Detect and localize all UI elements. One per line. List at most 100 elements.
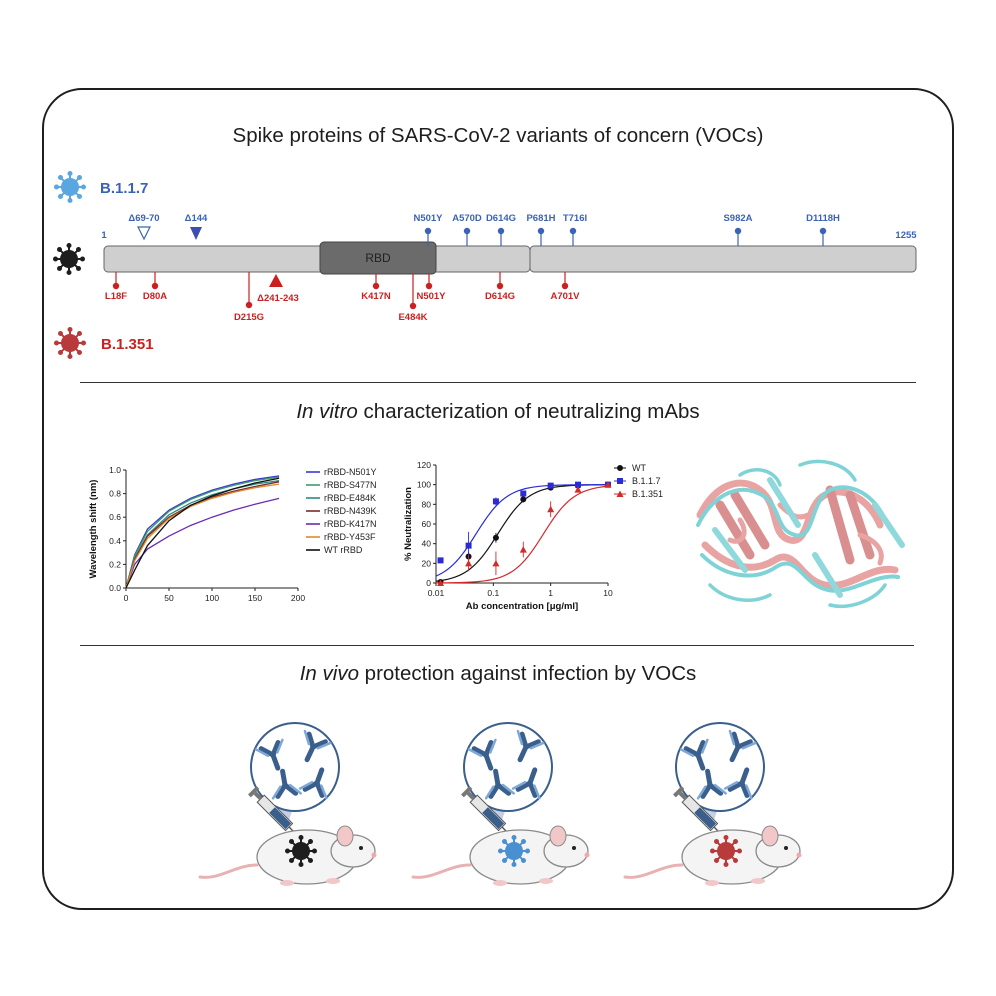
figure-frame	[42, 88, 954, 910]
data-point	[492, 498, 499, 505]
data-point	[617, 478, 623, 484]
data-point	[616, 490, 624, 497]
series-line	[125, 476, 280, 589]
data-point	[547, 482, 554, 489]
invitro-title-rest: characterization of neutralizing mAbs	[357, 400, 700, 423]
svg-text:L18F: L18F	[105, 291, 127, 302]
y-tick-label: 1.0	[109, 465, 121, 475]
spike-s1-bar	[103, 245, 531, 273]
y-tick-label: 0.6	[109, 512, 121, 522]
legend-label: rRBD-Y453F	[324, 532, 376, 542]
svg-text:D614G: D614G	[486, 213, 516, 224]
x-tick-label: 0.01	[428, 588, 445, 598]
mouse-b117	[413, 723, 590, 886]
mouse-illustrations	[0, 700, 996, 890]
svg-text:D614G: D614G	[485, 291, 515, 302]
y-tick-label: 100	[417, 480, 431, 490]
antibody-structure-image	[696, 459, 905, 608]
mutation-t716i: T716I	[563, 213, 587, 246]
data-point	[492, 559, 500, 567]
mutation-del241-243: Δ241-243	[257, 274, 299, 304]
svg-text:A701V: A701V	[550, 291, 580, 302]
virus-icon-b1351	[53, 326, 87, 360]
y-tick-label: 120	[417, 460, 431, 470]
x-tick-label: 1	[548, 588, 553, 598]
legend-label: rRBD-N439K	[324, 506, 377, 516]
x-axis-label: Ab concentration [μg/ml]	[466, 601, 578, 612]
legend-label: B.1.351	[632, 489, 663, 499]
y-tick-label: 60	[422, 519, 432, 529]
y-tick-label: 0.4	[109, 536, 121, 546]
svg-text:Δ241-243: Δ241-243	[257, 293, 299, 304]
data-point	[575, 481, 582, 488]
mutation-n501y-top: N501Y	[413, 213, 443, 246]
y-tick-label: 0.2	[109, 559, 121, 569]
svg-text:S982A: S982A	[723, 213, 752, 224]
x-tick-label: 150	[248, 593, 262, 603]
data-point	[465, 559, 473, 567]
y-axis-label: % Neutralization	[403, 487, 414, 561]
svg-text:D215G: D215G	[234, 312, 264, 323]
svg-text:D80A: D80A	[143, 291, 167, 302]
spike-s2-bar	[529, 245, 917, 273]
y-tick-label: 80	[422, 499, 432, 509]
rbd-domain	[319, 241, 437, 275]
mouse-wt	[200, 723, 377, 886]
invivo-title-em: In vivo	[299, 662, 359, 685]
mutation-del69-70: Δ69-70	[128, 213, 160, 241]
svg-text:A570D: A570D	[452, 213, 482, 224]
data-point	[574, 486, 582, 493]
invivo-title-rest: protection against infection by VOCs	[358, 662, 697, 685]
series-line	[125, 483, 280, 589]
legend-label: rRBD-S477N	[324, 480, 377, 490]
data-point	[520, 490, 527, 497]
svg-text:Δ144: Δ144	[185, 213, 208, 224]
legend-label: B.1.1.7	[632, 476, 661, 486]
virus-icon-b117	[53, 170, 87, 204]
neutralization-chart: 0 20 40 60 80 100 120 0.01 0.1 1 10 Ab concentratio…	[403, 460, 663, 612]
svg-text:K417N: K417N	[361, 291, 391, 302]
mutation-s982a: S982A	[723, 213, 753, 246]
svg-text:D1118H: D1118H	[806, 213, 840, 224]
mutation-d215g: D215G	[234, 272, 264, 323]
x-tick-label: 100	[205, 593, 219, 603]
invitro-title: In vitro characterization of neutralizin…	[0, 400, 996, 424]
mutation-a701v: A701V	[550, 272, 580, 302]
spike-end: 1255	[895, 230, 917, 241]
data-point	[465, 542, 472, 549]
mutation-d80a: D80A	[143, 272, 167, 302]
mutation-d1118h: D1118H	[806, 213, 840, 246]
y-tick-label: 20	[422, 558, 432, 568]
x-tick-label: 50	[164, 593, 174, 603]
x-tick-label: 0	[124, 593, 129, 603]
data-point	[437, 557, 444, 564]
spike-start: 1	[101, 230, 107, 241]
series-line	[125, 475, 280, 589]
mouse-b1351	[625, 723, 802, 886]
data-point	[547, 505, 555, 513]
x-tick-label: 10	[603, 588, 613, 598]
legend-label: rRBD-N501Y	[324, 467, 377, 477]
x-tick-label: 0.1	[487, 588, 499, 598]
svg-text:N501Y: N501Y	[416, 291, 446, 302]
series-line	[125, 477, 280, 589]
invitro-title-em: In vitro	[296, 400, 358, 423]
svg-text:T716I: T716I	[563, 213, 587, 224]
fit-curve	[435, 485, 609, 584]
mutation-d614g-bottom: D614G	[485, 272, 515, 302]
data-point	[520, 496, 527, 503]
mutation-a570d: A570D	[452, 213, 482, 246]
spike-diagram: B.1.1.7 B.1.351 RBD 1 1255 Δ69-70 Δ144 N…	[52, 170, 917, 360]
variant-label-b1351: B.1.351	[101, 336, 154, 353]
virus-icon-b117-mouse	[497, 834, 531, 868]
y-tick-label: 0	[426, 578, 431, 588]
mutation-d614g-top: D614G	[486, 213, 516, 246]
mutation-n501y-bottom: N501Y	[416, 274, 446, 302]
mutation-e484k: E484K	[398, 274, 428, 323]
legend-label: WT rRBD	[324, 545, 363, 555]
data-point	[604, 481, 612, 488]
spike-title: Spike proteins of SARS-CoV-2 variants of…	[232, 124, 764, 147]
series-line	[125, 497, 280, 589]
virus-icon-b1351-mouse	[709, 834, 743, 868]
divider-2	[80, 645, 914, 647]
